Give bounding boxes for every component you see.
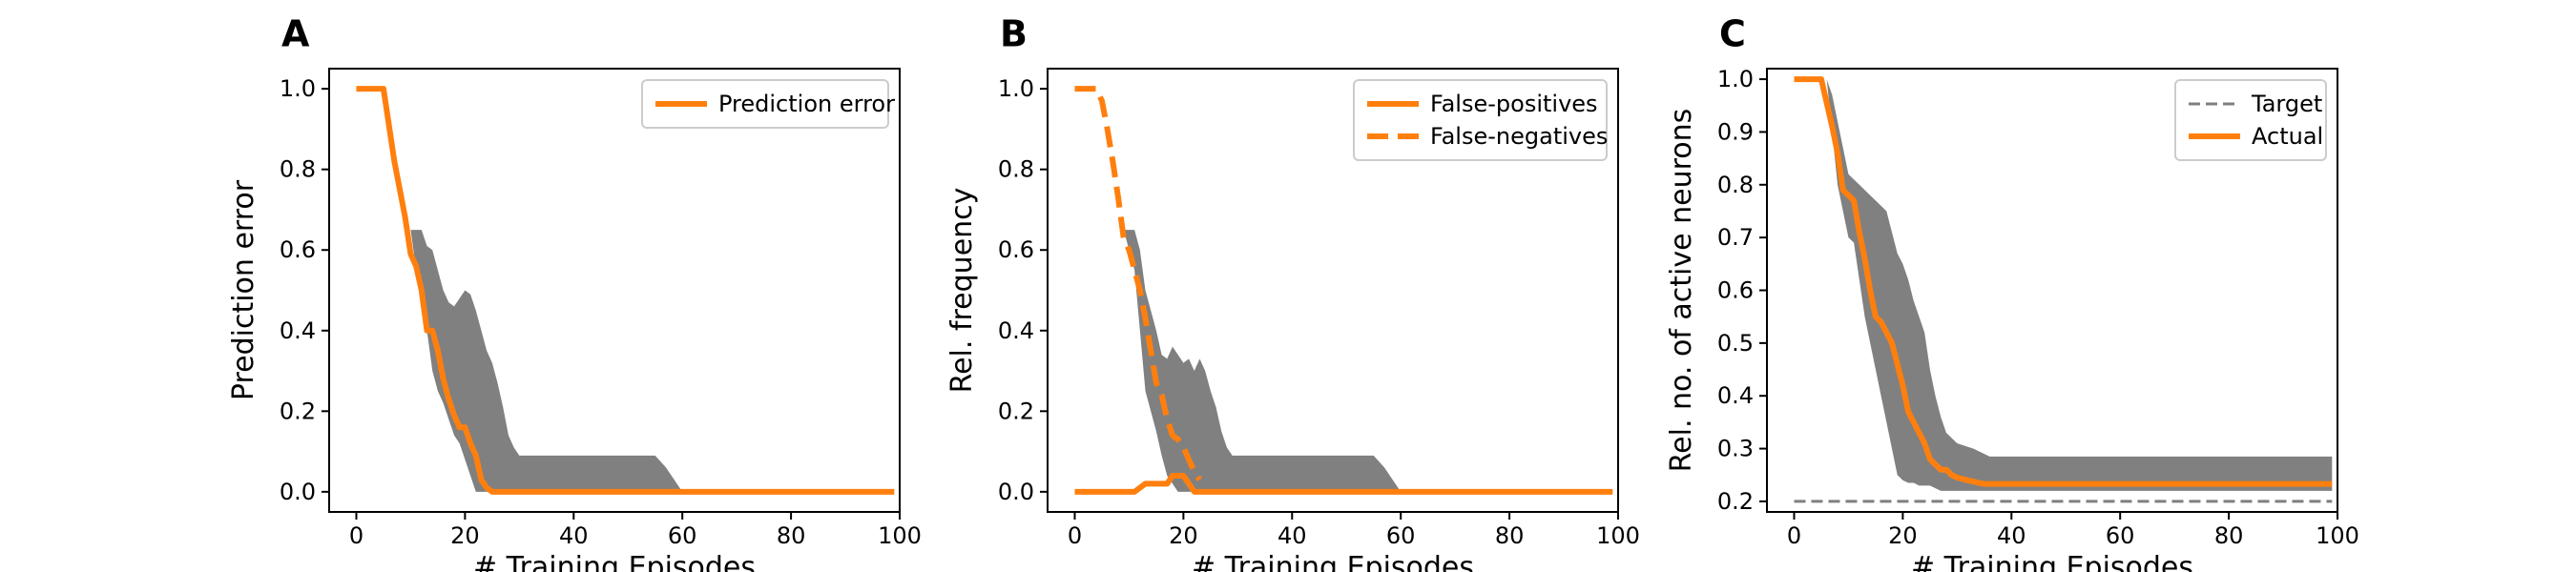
axes-frame [328,68,901,513]
y-tick-label: 1.0 [280,75,316,102]
x-axis-label: # Training Episodes [1911,551,2193,572]
x-tick-label: 40 [1278,522,1307,549]
plot-area [356,86,895,495]
x-tick-label: 0 [1787,522,1801,549]
y-axis-label: Rel. frequency [945,188,979,394]
axes-frame [1047,68,1619,513]
legend-label: Actual [2252,123,2323,150]
legend: Prediction error [641,79,895,129]
panel-letter: B [1000,13,1028,55]
y-tick-label: 0.8 [998,156,1034,183]
legend-box [2174,79,2327,161]
x-tick-label: 100 [1596,522,1640,549]
series-line-prediction-error [356,86,895,495]
x-tick-label: 60 [668,522,697,549]
y-tick-label: 0.7 [1717,224,1754,251]
y-tick-label: 1.0 [1717,66,1754,92]
y-tick-label: 0.8 [1717,172,1754,198]
y-tick-label: 0.8 [280,156,316,183]
legend-box [1353,79,1608,161]
legend: False-positives False-negatives [1353,79,1608,161]
x-tick-label: 80 [777,522,806,549]
y-tick-label: 0.6 [998,236,1034,263]
panel-letter: C [1719,13,1746,55]
x-tick-label: 20 [1888,522,1918,549]
series-line-false-positives [1074,472,1613,495]
x-tick-label: 40 [559,522,589,549]
legend-label: Prediction error [718,91,895,117]
y-tick-label: 0.2 [998,398,1034,424]
x-tick-label: 0 [1068,522,1082,549]
x-tick-label: 40 [1997,522,2026,549]
x-axis-label: # Training Episodes [473,551,756,572]
y-tick-label: 0.4 [998,317,1034,344]
x-tick-label: 100 [878,522,922,549]
chart-panel-a: A 0 20 40 60 80 100 0.0 0.2 0.4 0.6 0.8 1.0 # Trainin… [227,13,922,572]
x-tick-label: 60 [1386,522,1416,549]
y-axis-label: Prediction error [227,179,260,400]
series-line-actual [1794,76,2333,487]
y-tick-label: 0.3 [1717,436,1754,462]
series-line-false-negatives [1074,86,1202,481]
x-tick-label: 80 [2214,522,2244,549]
x-axis-label: # Training Episodes [1192,551,1474,572]
panel-letter: A [281,13,310,55]
chart-panel-c: C 0 20 40 60 80 100 0.2 0.3 0.4 0.5 0.6 0.7 0.8 0.9 1.0… [1665,13,2359,572]
legend-label: Target [2251,91,2322,117]
x-tick-label: 60 [2106,522,2135,549]
y-tick-label: 0.2 [280,398,316,424]
y-axis-label: Rel. no. of active neurons [1665,109,1698,473]
y-tick-label: 0.0 [998,479,1034,505]
chart-panel-b: B 0 20 40 60 80 100 0.0 0.2 0.4 0.6 0.8 1.0 # Trainin… [945,13,1640,572]
uncertainty-band [410,230,683,492]
legend: Target Actual [2174,79,2327,161]
x-tick-label: 0 [349,522,364,549]
plot-area [1794,76,2333,503]
plot-area [1074,86,1613,495]
legend-label: False-positives [1430,91,1598,117]
y-tick-label: 0.2 [1717,488,1754,515]
y-tick-label: 0.4 [280,317,316,344]
uncertainty-band [1123,230,1402,492]
legend-label: False-negatives [1430,123,1608,150]
y-tick-label: 0.4 [1717,382,1754,409]
x-tick-label: 20 [1169,522,1198,549]
y-tick-label: 0.6 [1717,277,1754,304]
x-tick-label: 80 [1495,522,1525,549]
y-tick-label: 0.6 [280,236,316,263]
y-tick-label: 1.0 [998,75,1034,102]
y-tick-label: 0.9 [1717,118,1754,145]
x-tick-label: 100 [2316,522,2359,549]
y-tick-label: 0.0 [280,479,316,505]
legend-box [641,79,889,129]
x-tick-label: 20 [450,522,480,549]
y-tick-label: 0.5 [1717,330,1754,357]
